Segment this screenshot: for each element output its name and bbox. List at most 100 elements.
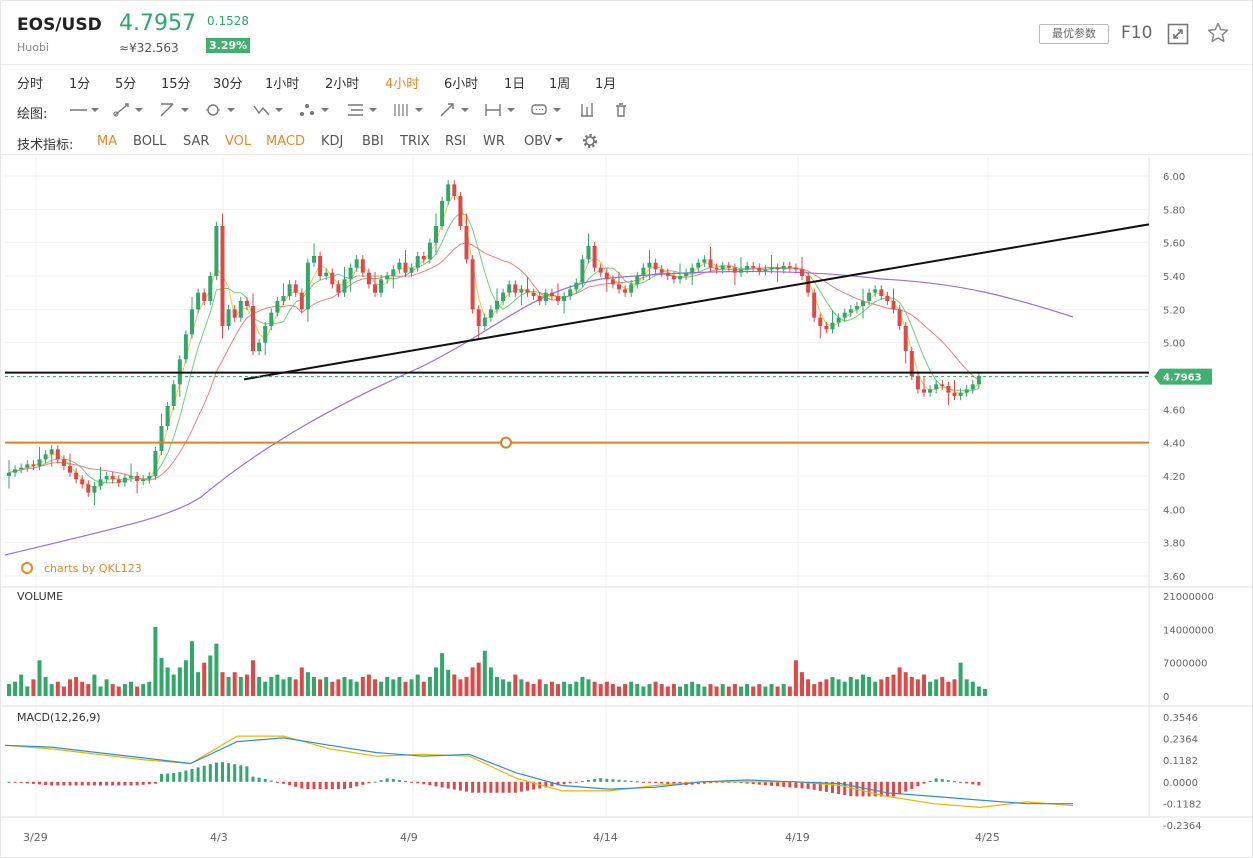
period-tab-5[interactable]: 1小时 [265,77,300,92]
candle-body [446,184,451,201]
chevron-down-icon[interactable] [554,135,564,145]
bars-tool-icon[interactable] [577,100,613,120]
price-tick-label: 3.60 [1163,572,1185,583]
indicator-ma[interactable]: MA [97,134,118,149]
pane-separators [1,157,1253,818]
candle-body [92,486,97,493]
macd-histogram-bar [513,781,517,793]
favorite-star-icon[interactable] [1206,21,1230,45]
macd-histogram-bar [13,781,17,783]
circle-tool-icon[interactable] [203,100,239,120]
macd-histogram-bar [709,781,712,784]
f10-button[interactable]: F10 [1121,23,1153,43]
macd-histogram-bar [812,781,816,790]
range-tool-icon[interactable] [483,100,519,120]
candle-body [928,389,933,393]
period-tab-1[interactable]: 1分 [69,77,91,92]
indicator-obv[interactable]: OBV [524,134,552,149]
macd-histogram-bar [696,781,700,785]
macd-histogram-bar [465,781,468,792]
indicator-trix[interactable]: TRIX [400,134,430,149]
period-tab-6[interactable]: 2小时 [325,77,360,92]
indicator-boll[interactable]: BOLL [133,134,167,149]
comment-tool-icon[interactable] [529,100,565,120]
macd-histogram-bar [776,781,780,787]
candle-body [592,246,597,268]
volume-bar [525,681,530,696]
period-tab-4[interactable]: 30分 [213,77,243,92]
volume-bar [183,660,188,696]
macd-tick-label: -0.2364 [1163,821,1202,832]
macd-histogram-bar [410,781,414,783]
candle-body [251,306,255,351]
price-chart[interactable]: 6.005.805.605.405.205.004.804.604.404.20… [1,157,1253,857]
trash-icon[interactable] [611,100,647,120]
macd-histogram-bar [166,773,170,782]
macd-histogram-bar [227,763,231,782]
volume-bar [342,676,347,696]
user-drawings[interactable] [5,223,1150,449]
period-tab-7[interactable]: 4小时 [385,77,420,92]
price-tick-label: 5.00 [1163,339,1185,350]
candle-body [842,312,847,318]
period-tab-11[interactable]: 1月 [595,77,617,92]
candle-body [299,292,304,310]
best-params-button[interactable]: 最优参数 [1039,24,1109,44]
candle-body [708,259,713,268]
ray-tool-icon[interactable] [111,100,147,120]
cycle-tool-icon[interactable] [391,100,427,120]
arrow-tool-icon[interactable] [437,100,473,120]
volume-bar [610,684,615,696]
period-tab-0[interactable]: 分时 [17,77,44,92]
indicator-wr[interactable]: WR [483,134,505,149]
macd-histogram-bar [477,781,481,793]
pattern-tool-icon[interactable] [297,100,333,120]
indicator-rsi[interactable]: RSI [445,134,467,149]
price-change: 0.1528 [207,14,249,28]
volume-bar [580,676,585,696]
indicator-sar[interactable]: SAR [183,134,210,149]
candle-body [745,266,750,270]
volume-bar [293,679,298,696]
time-tick-label: 4/25 [975,831,1000,844]
indicator-bbi[interactable]: BBI [362,134,384,149]
volume-bar [708,684,713,696]
indicator-vol[interactable]: VOL [225,134,252,149]
period-tab-9[interactable]: 1日 [504,77,526,92]
candle-body [824,326,829,330]
period-tab-3[interactable]: 15分 [161,77,191,92]
candle-body [80,479,85,485]
period-tab-10[interactable]: 1周 [549,77,571,92]
macd-histogram-bar [208,764,212,782]
trend-tool-icon[interactable] [157,100,193,120]
candle-body [964,389,969,393]
price-tick-label: 5.20 [1163,305,1185,316]
volume-tick-label: 7000000 [1163,659,1208,670]
indicator-macd[interactable]: MACD [266,134,305,149]
candle-body [7,472,11,476]
macd-histogram-bar [38,781,41,785]
volume-bar [806,679,811,696]
volume-bar [732,684,737,696]
macd-histogram-bar [373,781,377,783]
period-tab-8[interactable]: 6小时 [444,77,479,92]
volume-bar [287,676,292,696]
volume-bar [80,681,85,696]
candle-body [531,292,536,296]
candle-body [641,267,646,276]
volume-bar [275,674,280,696]
indicator-kdj[interactable]: KDJ [321,134,344,149]
fib-tool-icon[interactable] [345,100,381,120]
macd-histogram-bar [562,781,566,785]
symbol-title: EOS/USD [17,15,102,35]
macd-histogram-bar [416,781,420,784]
period-tab-2[interactable]: 5分 [115,77,137,92]
volume-bar [86,684,91,696]
candle-body [464,226,469,260]
fullscreen-icon[interactable] [1167,23,1189,45]
line-tool-icon[interactable] [67,100,103,120]
wave-tool-icon[interactable] [251,100,287,120]
candle-body [354,259,359,268]
gear-icon[interactable] [581,132,599,150]
candle-body [116,479,121,483]
